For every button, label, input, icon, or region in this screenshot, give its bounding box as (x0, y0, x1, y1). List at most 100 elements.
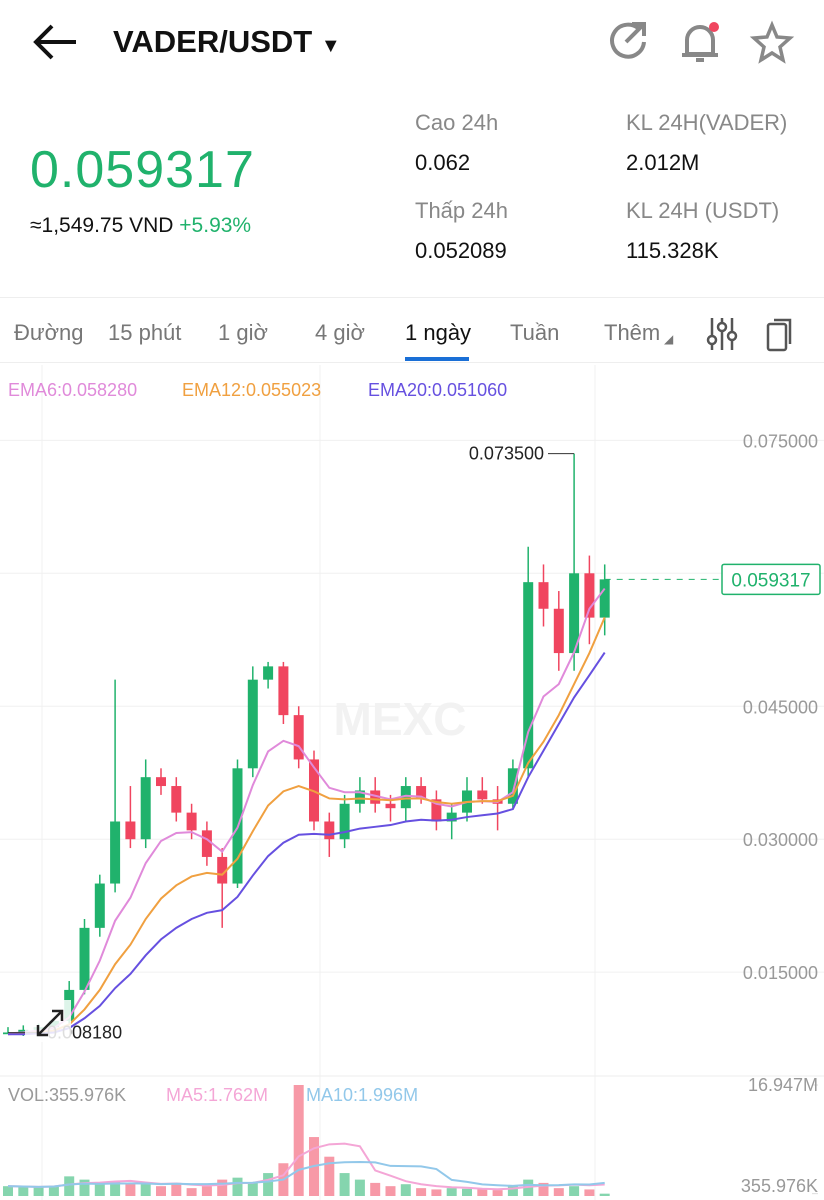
candle-body (94, 883, 105, 928)
header-icons (610, 20, 795, 64)
y-tick-label: 0.045000 (743, 697, 818, 717)
annotation-label: 0.073500 (469, 444, 544, 464)
candle-body (553, 608, 564, 654)
candle-body (446, 812, 457, 822)
volume-bar (354, 1179, 365, 1196)
candle-body (247, 679, 258, 769)
volume-bar (140, 1184, 151, 1196)
volume-bar (538, 1182, 549, 1196)
share-icon[interactable] (610, 22, 646, 59)
candle-body (538, 582, 549, 609)
volume-bar (125, 1182, 136, 1196)
divider (0, 362, 824, 363)
indicator-label: VOL:355.976K (8, 1085, 126, 1105)
volume-bar (156, 1186, 166, 1196)
settings-icon[interactable] (706, 318, 738, 350)
candle-body (477, 790, 488, 800)
tab[interactable]: Thêm (604, 320, 661, 345)
indicator-label: EMA20:0.051060 (368, 380, 507, 400)
volume-bar (431, 1189, 442, 1196)
volume-bar (232, 1177, 243, 1196)
y-tick-label: 0.075000 (743, 431, 818, 451)
tab[interactable]: Tuần (510, 320, 560, 345)
volume-bar (462, 1188, 472, 1196)
ema-line (7, 617, 606, 1036)
layout-icon[interactable] (766, 318, 792, 352)
candle-body (186, 812, 197, 831)
tab[interactable]: 15 phút (108, 320, 182, 345)
volume-bar (3, 1186, 13, 1196)
candle-body (140, 777, 151, 840)
candle-body (125, 821, 136, 840)
volume-bar (110, 1181, 121, 1196)
y-tick-label: 0.030000 (743, 830, 818, 850)
volume-ma-line (7, 1160, 605, 1188)
volume-bar (293, 1085, 304, 1196)
candle-body (324, 821, 335, 840)
tab[interactable]: Đường (14, 320, 84, 345)
stat-label: KL 24H(VADER) (626, 110, 788, 135)
stat-value: 115.328K (626, 238, 719, 263)
candle-body (156, 777, 166, 787)
candle-body (278, 666, 289, 716)
candle-body (431, 799, 442, 822)
more-arrow: ◢ (664, 332, 674, 346)
fiat-price: ≈1,549.75 VND (30, 214, 174, 237)
ema-line (7, 587, 606, 1035)
volume-bar (79, 1179, 90, 1196)
candle-body (263, 666, 274, 680)
candle-body (507, 768, 518, 804)
candle-body (385, 803, 396, 809)
candle-body (110, 821, 121, 884)
back-button[interactable] (30, 22, 80, 62)
tool-icons (706, 318, 792, 352)
volume-bar (584, 1189, 595, 1196)
price-sub: ≈1,549.75 VND +5.93% (30, 214, 251, 238)
candle-body (293, 715, 304, 760)
volume-bar (569, 1186, 580, 1196)
y-tick-label: 16.947M (748, 1075, 818, 1095)
tab[interactable]: 4 giờ (315, 320, 365, 345)
last-price-label: 0.059317 (731, 570, 810, 591)
volume-bar (48, 1185, 59, 1196)
volume-bar (339, 1173, 350, 1196)
volume-bar (599, 1193, 610, 1196)
volume-bar (263, 1173, 274, 1196)
candle-body (354, 790, 365, 804)
dropdown-icon: ▼ (320, 35, 341, 57)
volume-bar (201, 1186, 212, 1196)
volume-bar (94, 1184, 105, 1196)
last-price: 0.059317 (30, 141, 255, 199)
volume-bar (477, 1189, 488, 1196)
tab[interactable]: 1 ngày (405, 320, 472, 345)
volume-bar (507, 1186, 518, 1196)
candle-body (569, 573, 580, 654)
favorite-icon[interactable] (749, 20, 795, 64)
candle-body (523, 582, 534, 769)
indicator-label: EMA6:0.058280 (8, 380, 137, 400)
tab-underline (405, 357, 469, 361)
indicator-label: MA5:1.762M (166, 1085, 268, 1105)
stat-label: KL 24H (USDT) (626, 198, 780, 223)
expand-button[interactable] (25, 1000, 71, 1042)
candle-body (339, 803, 350, 840)
candle-body (171, 786, 182, 813)
candle-body (370, 790, 381, 804)
volume-bar (171, 1182, 182, 1196)
pair-title[interactable]: VADER/USDT ▼ (113, 24, 341, 60)
volume-bar (553, 1188, 564, 1196)
alert-icon[interactable] (682, 22, 719, 62)
volume-bar (492, 1190, 503, 1196)
volume-bar (217, 1179, 228, 1196)
volume-bar (33, 1187, 44, 1196)
volume-bar (64, 1176, 75, 1196)
stat-label: Cao 24h (415, 110, 499, 135)
stat-value: 2.012M (626, 150, 700, 175)
volume-bar (446, 1188, 457, 1196)
y-tick-label: 0.015000 (743, 963, 818, 983)
candle-body (400, 786, 411, 809)
tab[interactable]: 1 giờ (218, 320, 268, 345)
candle-body (201, 830, 212, 857)
